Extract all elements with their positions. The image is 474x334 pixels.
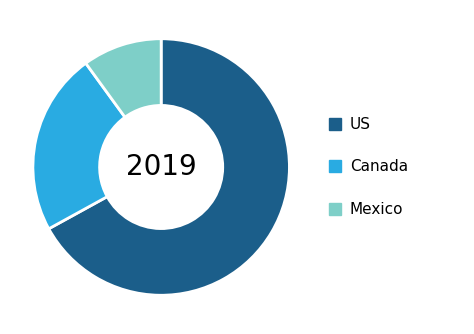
- Wedge shape: [49, 39, 290, 295]
- Text: 2019: 2019: [126, 153, 197, 181]
- Wedge shape: [86, 39, 161, 117]
- Wedge shape: [33, 63, 125, 229]
- Legend: US, Canada, Mexico: US, Canada, Mexico: [328, 117, 408, 217]
